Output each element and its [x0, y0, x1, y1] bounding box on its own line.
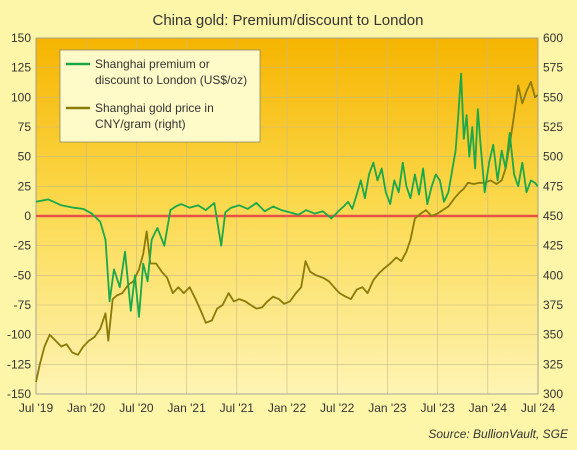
y-left-tick-label: -25	[14, 239, 32, 253]
y-right-tick-label: 575	[543, 61, 563, 75]
y-left-tick-label: 50	[18, 150, 32, 164]
y-left-tick-label: 150	[11, 31, 31, 45]
y-left-tick-label: 25	[18, 179, 32, 193]
y-right-tick-label: 425	[543, 239, 563, 253]
y-left-tick-label: -125	[7, 357, 31, 371]
series-line-premium	[35, 72, 539, 318]
x-tick-label: Jan '21	[167, 401, 206, 415]
chart-title: China gold: Premium/discount to London	[153, 12, 424, 29]
legend: Shanghai premium or discount to London (…	[59, 49, 261, 143]
y-left-tick-label: -75	[14, 298, 32, 312]
y-right-tick-label: 300	[543, 387, 563, 401]
x-tick-label: Jul '20	[119, 401, 154, 415]
x-tick-label: Jul '24	[521, 401, 556, 415]
y-right-tick-label: 350	[543, 328, 563, 342]
legend-label-price-line2: CNY/gram (right)	[95, 117, 186, 131]
x-tick-label: Jan '22	[268, 401, 307, 415]
y-right-tick-label: 375	[543, 298, 563, 312]
x-tick-label: Jul '19	[19, 401, 54, 415]
series-group	[35, 72, 539, 383]
x-tick-label: Jan '20	[67, 401, 106, 415]
legend-box	[59, 49, 261, 143]
y-right-tick-label: 500	[543, 150, 563, 164]
y-right-tick-label: 325	[543, 357, 563, 371]
left-axis: 150 125 100 75 50 25 0 -25 -50 -75 -100 -125 -150	[7, 31, 31, 401]
y-left-tick-label: -50	[14, 268, 32, 282]
y-right-tick-label: 525	[543, 120, 563, 134]
legend-label-price-line1: Shanghai gold price in	[95, 101, 214, 115]
y-left-tick-label: -150	[7, 387, 31, 401]
x-tick-label: Jul '21	[220, 401, 255, 415]
series-line-price	[35, 81, 539, 383]
x-tick-label: Jul '23	[420, 401, 455, 415]
x-tick-label: Jan '24	[469, 401, 508, 415]
legend-label-premium-line1: Shanghai premium or	[95, 57, 210, 71]
y-right-tick-label: 600	[543, 31, 563, 45]
y-right-tick-label: 450	[543, 209, 563, 223]
x-tick-label: Jul '22	[320, 401, 355, 415]
legend-label-premium-line2: discount to London (US$/oz)	[95, 73, 247, 87]
right-axis: 600 575 550 525 500 475 450 425 400 375 350 325 300	[543, 31, 563, 401]
y-left-tick-label: 0	[24, 209, 31, 223]
source-note: Source: BullionVault, SGE	[428, 427, 569, 441]
y-left-tick-label: 100	[11, 90, 31, 104]
y-left-tick-label: 75	[18, 120, 32, 134]
x-axis: Jul '19 Jan '20 Jul '20 Jan '21 Jul '21 Jan '…	[19, 401, 556, 415]
y-right-tick-label: 400	[543, 268, 563, 282]
y-right-tick-label: 550	[543, 90, 563, 104]
y-right-tick-label: 475	[543, 179, 563, 193]
y-left-tick-label: -100	[7, 328, 31, 342]
x-tick-label: Jan '23	[368, 401, 407, 415]
y-left-tick-label: 125	[11, 61, 31, 75]
